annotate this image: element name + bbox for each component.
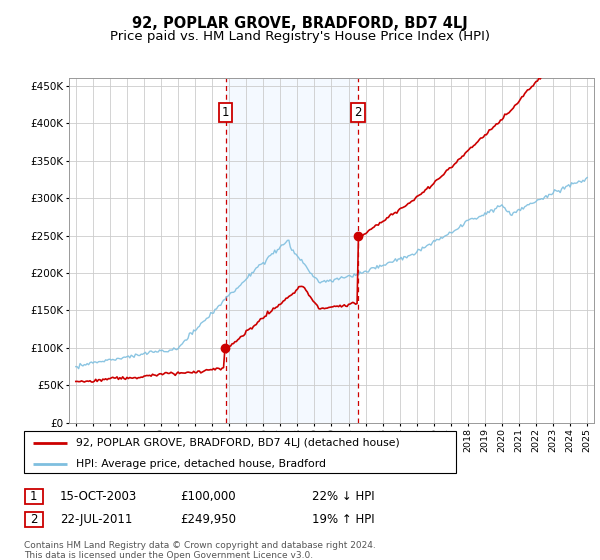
Text: Contains HM Land Registry data © Crown copyright and database right 2024.
This d: Contains HM Land Registry data © Crown c… (24, 541, 376, 560)
Text: £100,000: £100,000 (180, 490, 236, 503)
Text: 1: 1 (30, 490, 38, 503)
Text: 22% ↓ HPI: 22% ↓ HPI (312, 490, 374, 503)
Text: HPI: Average price, detached house, Bradford: HPI: Average price, detached house, Brad… (76, 459, 326, 469)
Text: 2: 2 (30, 513, 38, 526)
Text: 2: 2 (354, 106, 362, 119)
Text: Price paid vs. HM Land Registry's House Price Index (HPI): Price paid vs. HM Land Registry's House … (110, 30, 490, 43)
Text: 92, POPLAR GROVE, BRADFORD, BD7 4LJ (detached house): 92, POPLAR GROVE, BRADFORD, BD7 4LJ (det… (76, 438, 400, 448)
Text: 92, POPLAR GROVE, BRADFORD, BD7 4LJ: 92, POPLAR GROVE, BRADFORD, BD7 4LJ (132, 16, 468, 31)
Text: 15-OCT-2003: 15-OCT-2003 (60, 490, 137, 503)
Text: 1: 1 (222, 106, 229, 119)
Text: £249,950: £249,950 (180, 513, 236, 526)
Text: 22-JUL-2011: 22-JUL-2011 (60, 513, 133, 526)
Bar (226, 78, 358, 423)
Text: 19% ↑ HPI: 19% ↑ HPI (312, 513, 374, 526)
